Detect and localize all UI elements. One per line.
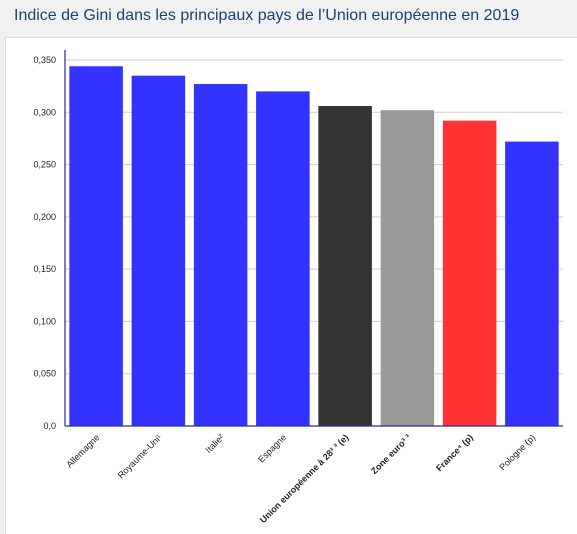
bar-chart: 0,0 0,050 0,100 0,150 0,200 0,250 0,300 0,350 A… [33,50,563,525]
page-title: Indice de Gini dans les principaux pays … [14,7,520,24]
bar-4[interactable] [318,106,372,427]
y-tick-label: 0,050 [33,369,56,379]
bar-3[interactable] [256,91,310,426]
chart-card: 0,0 0,050 0,100 0,150 0,200 0,250 0,300 0,350 A… [5,37,577,534]
y-tick-label: 0,200 [33,212,56,222]
bar-7[interactable] [505,141,559,426]
x-category-label: Royaume-Uni¹ [116,432,164,480]
x-category-label: Espagne [256,432,288,464]
y-tick-label: 0,350 [33,55,56,65]
bar-1[interactable] [131,75,186,426]
bar-0[interactable] [69,66,123,426]
x-category-label: Allemagne [64,432,101,469]
x-category-label: Zone euro³ ³ [369,432,413,476]
y-tick-label: 0,150 [33,264,56,274]
x-category-label: France⁴ (p) [434,432,475,473]
x-category-label: Italie² [203,432,226,455]
bar-2[interactable] [193,84,248,427]
y-tick-label: 0,100 [33,316,56,326]
bar-5[interactable] [380,110,435,427]
y-tick-label: 0,250 [33,160,56,170]
y-tick-label: 0,0 [43,421,56,431]
y-tick-label: 0,300 [33,107,56,117]
x-category-label: Pologne (p) [497,432,537,472]
bar-6[interactable] [442,120,497,426]
